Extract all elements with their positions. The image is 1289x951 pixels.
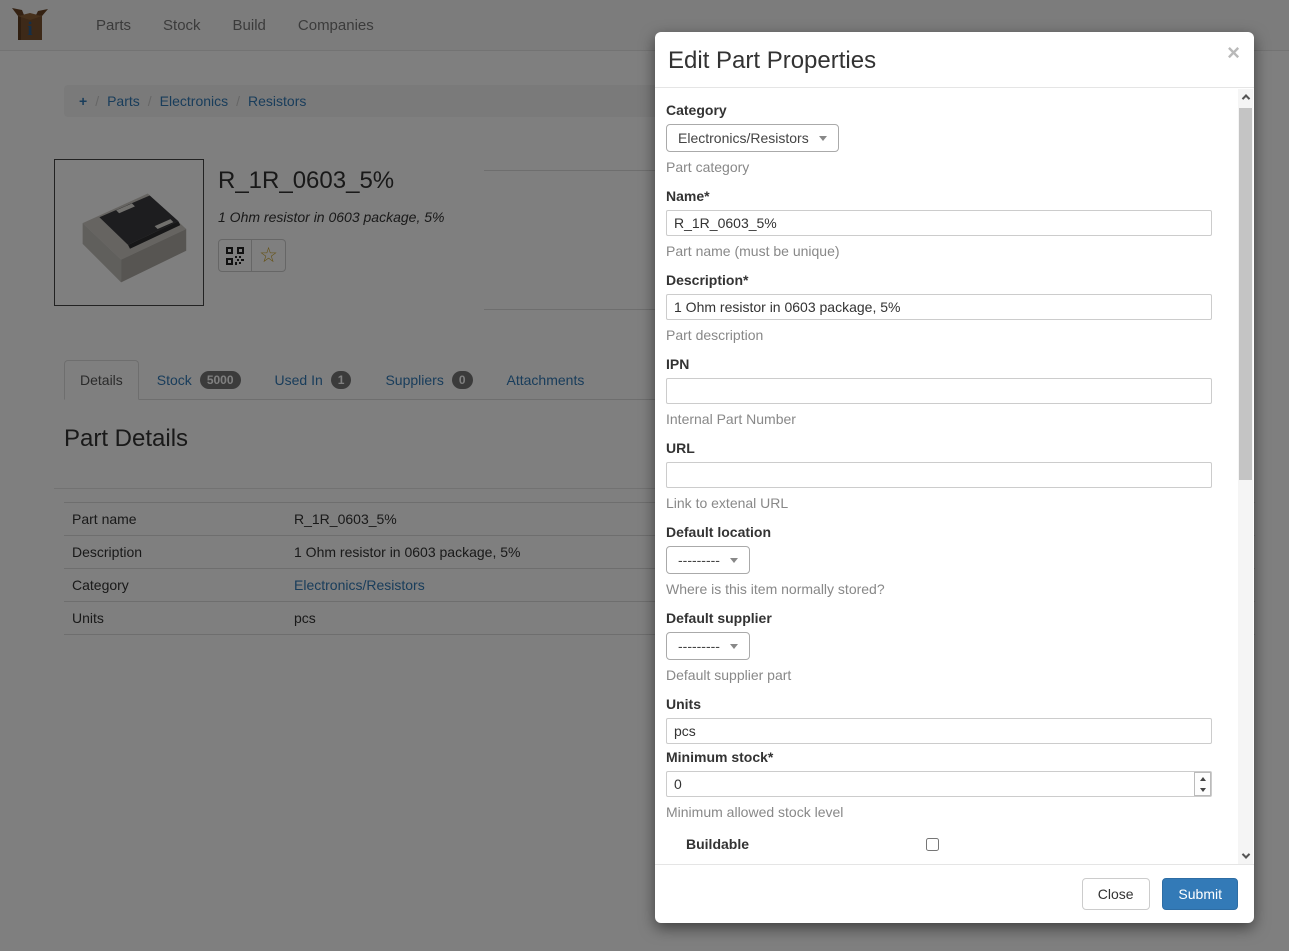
scrollbar-down-button[interactable] [1238,848,1253,864]
ipn-input[interactable] [666,378,1212,404]
field-label: Description* [666,272,749,288]
modal-title: Edit Part Properties [668,47,877,74]
field-label: URL [666,440,695,456]
modal-scrollbar[interactable] [1238,89,1253,864]
field-label: Buildable [686,836,750,852]
field-help: Part category [666,159,750,175]
field-label: Minimum stock* [666,749,774,765]
spinner-up-button[interactable] [1195,773,1210,784]
chevron-down-icon [729,643,738,649]
triangle-down-icon [1199,787,1206,792]
description-input[interactable] [666,294,1212,320]
chevron-up-icon [1241,94,1250,103]
field-default-supplier: Default supplier --------- Default suppl… [666,610,1212,683]
selected-value: --------- [678,552,720,568]
field-default-location: Default location --------- Where is this… [666,524,1212,597]
number-spinner[interactable] [1194,772,1211,796]
units-input[interactable] [666,718,1212,744]
selected-value: Electronics/Resistors [678,130,809,146]
field-label: Name* [666,188,710,204]
modal-body: Category Electronics/Resistors Part cate… [655,87,1254,864]
field-label: Default supplier [666,610,772,626]
name-input[interactable] [666,210,1212,236]
field-help: Internal Part Number [666,411,796,427]
scrollbar-thumb[interactable] [1239,108,1252,480]
buildable-checkbox[interactable] [926,838,939,851]
field-category: Category Electronics/Resistors Part cate… [666,102,1212,175]
field-help: Where is this item normally stored? [666,581,885,597]
field-description: Description* Part description [666,272,1212,343]
field-help: Minimum allowed stock level [666,804,844,820]
field-url: URL Link to extenal URL [666,440,1212,511]
field-units: Units [666,696,1212,744]
chevron-down-icon [818,135,827,141]
field-label: Default location [666,524,772,540]
selected-value: --------- [678,638,720,654]
close-button[interactable]: Close [1081,878,1150,910]
category-select[interactable]: Electronics/Resistors [666,124,839,152]
field-name: Name* Part name (must be unique) [666,188,1212,259]
field-help: Part name (must be unique) [666,243,840,259]
scrollbar-up-button[interactable] [1238,89,1253,105]
field-minimum-stock: Minimum stock* Minimum allowed stock lev… [666,749,1212,820]
default-location-select[interactable]: --------- [666,546,750,574]
edit-part-modal: Edit Part Properties × Category Electron… [655,32,1254,923]
minimum-stock-input[interactable] [666,771,1212,797]
spinner-down-button[interactable] [1195,784,1210,795]
triangle-up-icon [1199,776,1206,781]
field-help: Part description [666,327,764,343]
url-input[interactable] [666,462,1212,488]
chevron-down-icon [729,557,738,563]
field-help: Link to extenal URL [666,495,789,511]
field-label: Units [666,696,701,712]
field-ipn: IPN Internal Part Number [666,356,1212,427]
chevron-down-icon [1241,850,1250,859]
close-icon[interactable]: × [1227,40,1240,65]
field-buildable: Buildable [686,836,1212,852]
modal-footer: Close Submit [655,864,1254,923]
field-label: IPN [666,356,690,372]
field-label: Category [666,102,727,118]
field-help: Default supplier part [666,667,792,683]
submit-button[interactable]: Submit [1162,878,1238,910]
default-supplier-select[interactable]: --------- [666,632,750,660]
modal-header: Edit Part Properties × [655,32,1254,87]
